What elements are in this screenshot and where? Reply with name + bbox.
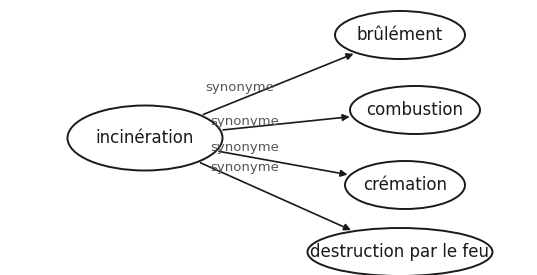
Text: synonyme: synonyme bbox=[210, 161, 279, 175]
Text: brûlément: brûlément bbox=[357, 26, 443, 44]
Ellipse shape bbox=[345, 161, 465, 209]
Ellipse shape bbox=[335, 11, 465, 59]
Ellipse shape bbox=[308, 228, 492, 275]
Text: synonyme: synonyme bbox=[205, 81, 274, 95]
Ellipse shape bbox=[350, 86, 480, 134]
Text: synonyme: synonyme bbox=[210, 142, 279, 155]
Text: crémation: crémation bbox=[363, 176, 447, 194]
Text: destruction par le feu: destruction par le feu bbox=[310, 243, 490, 261]
Text: incinération: incinération bbox=[96, 129, 194, 147]
Text: synonyme: synonyme bbox=[210, 116, 279, 128]
Text: combustion: combustion bbox=[366, 101, 463, 119]
Ellipse shape bbox=[68, 106, 222, 170]
